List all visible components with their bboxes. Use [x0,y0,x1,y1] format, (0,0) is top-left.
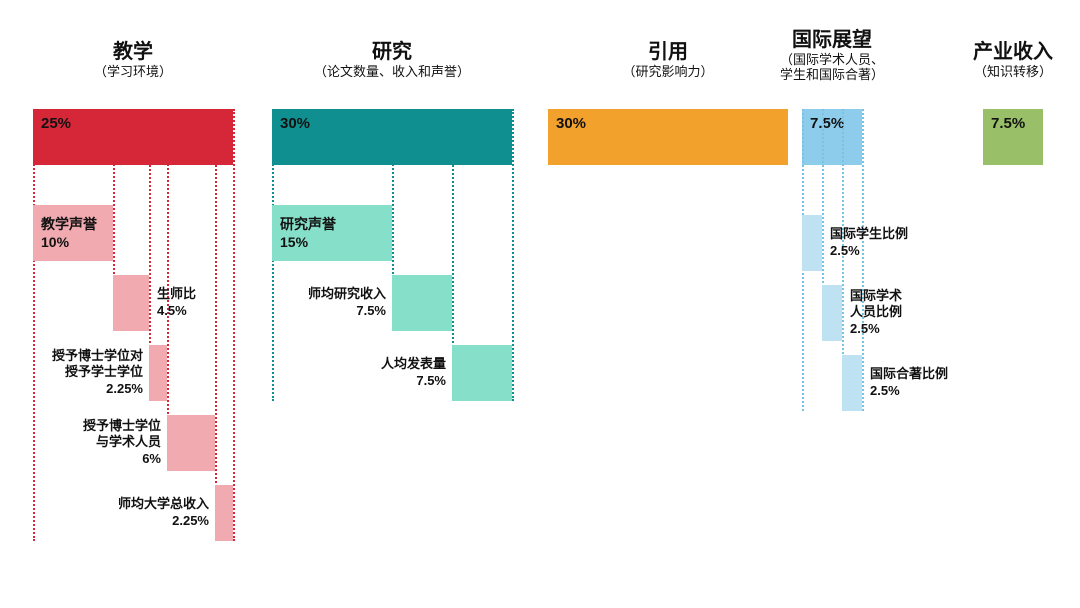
main-bar-label-international: 7.5% [810,115,844,132]
sub-bar-research-2 [452,345,512,401]
main-bar-label-research: 30% [280,115,310,132]
category-title-research: 研究 [272,41,512,64]
sub-bar-teaching-4 [215,485,233,541]
guide-line [822,109,824,299]
sub-bar-label-international-0: 国际学生比例 2.5% [830,226,970,260]
guide-line [512,109,514,401]
guide-line [452,109,454,359]
category-subtitle-citations: （研究影响力） [548,65,788,80]
main-bar-label-teaching: 25% [41,115,71,132]
guide-line [233,109,235,541]
guide-line [149,109,151,359]
category-subtitle-research: （论文数量、收入和声誉） [272,65,512,80]
sub-bar-international-0 [802,215,822,271]
sub-bar-label-teaching-0: 教学声誉 10% [41,215,97,251]
guide-line [862,109,864,411]
category-title-international: 国际展望 [762,29,902,52]
sub-bar-label-research-2: 人均发表量 7.5% [306,356,446,390]
category-subtitle-teaching: （学习环境） [33,65,233,80]
sub-bar-teaching-1 [113,275,149,331]
sub-bar-teaching-2 [149,345,167,401]
sub-bar-teaching-3 [167,415,215,471]
guide-line [392,109,394,289]
guide-line [113,109,115,289]
category-subtitle-industry: （知识转移） [953,65,1073,80]
guide-line [33,109,35,541]
sub-bar-research-1 [392,275,452,331]
sub-bar-label-teaching-2: 授予博士学位对 授予学士学位 2.25% [3,348,143,399]
category-title-teaching: 教学 [33,41,233,64]
sub-bar-label-international-2: 国际合著比例 2.5% [870,366,1010,400]
sub-bar-label-teaching-3: 授予博士学位 与学术人员 6% [21,418,161,469]
category-title-citations: 引用 [548,41,788,64]
sub-bar-label-international-1: 国际学术 人员比例 2.5% [850,288,990,339]
guide-line [167,109,169,429]
sub-bar-label-teaching-4: 师均大学总收入 2.25% [69,496,209,530]
main-bar-label-citations: 30% [556,115,586,132]
category-subtitle-international: （国际学术人员、 学生和国际合著） [762,53,902,83]
sub-bar-international-2 [842,355,862,411]
category-title-industry: 产业收入 [953,41,1073,64]
main-bar-label-industry: 7.5% [991,115,1025,132]
infographic-stage: 教学（学习环境）25%教学声誉 10%生师比 4.5%授予博士学位对 授予学士学… [0,0,1080,608]
sub-bar-label-research-1: 师均研究收入 7.5% [246,286,386,320]
sub-bar-label-research-0: 研究声誉 15% [280,215,336,251]
sub-bar-international-1 [822,285,842,341]
